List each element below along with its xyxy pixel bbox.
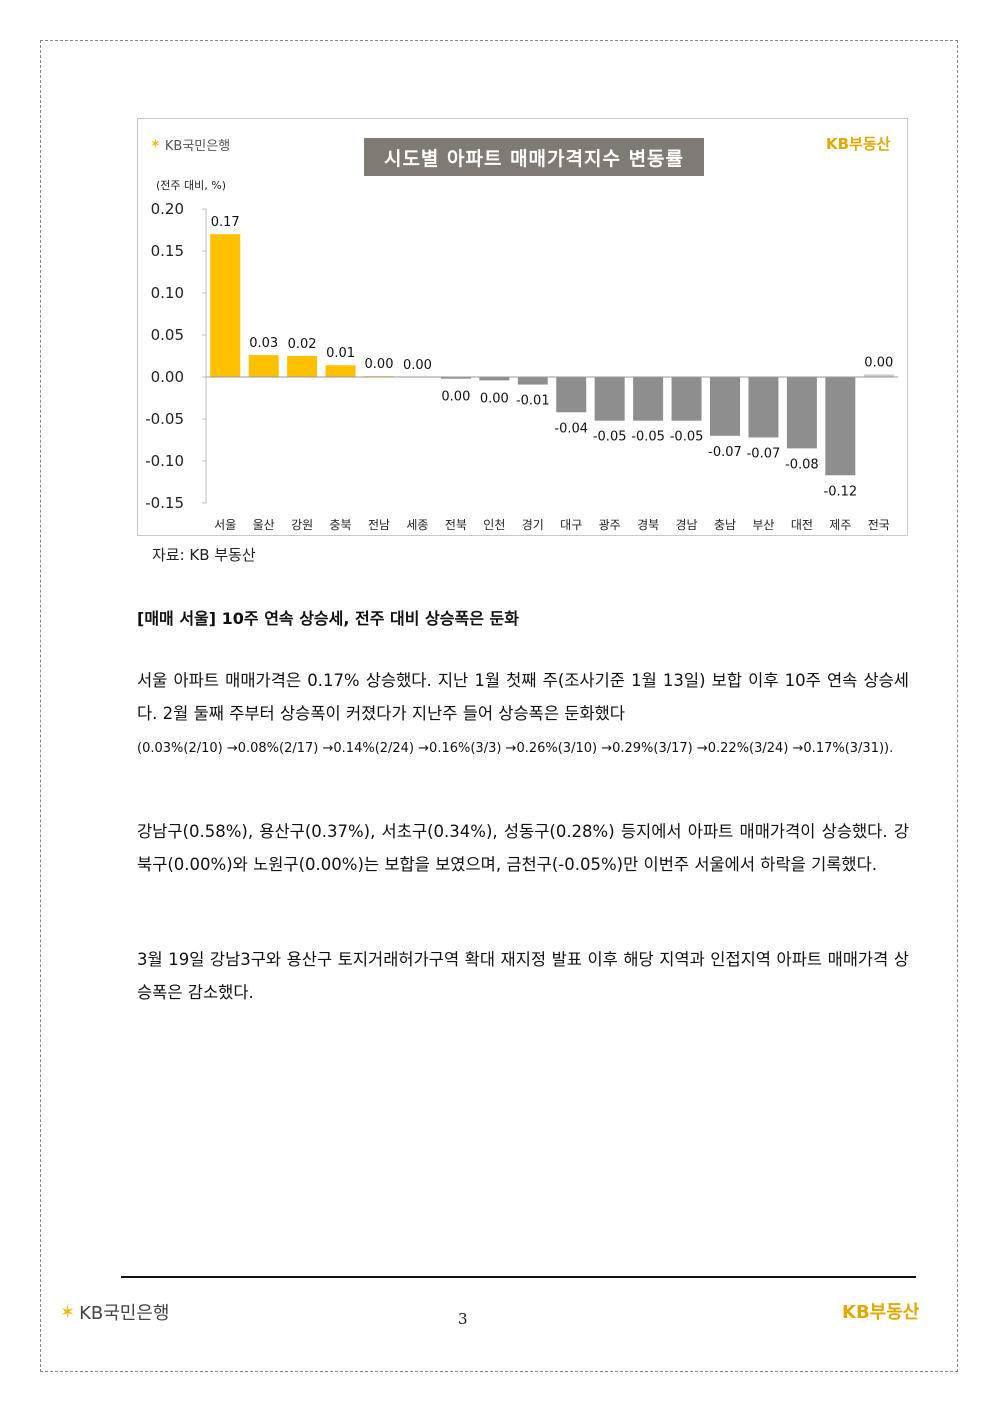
data-label: -0.01 [516, 394, 550, 409]
section-heading: [매매 서울] 10주 연속 상승세, 전주 대비 상승폭은 둔화 [137, 609, 519, 628]
bar-chart: 0.20 0.15 0.10 0.05 0.00 -0.05 -0.10 -0.15 0.17 서… [145, 200, 898, 532]
paragraph-seoul-trend-text: 서울 아파트 매매가격은 0.17% 상승했다. 지난 1월 첫째 주(조사기준… [137, 671, 909, 723]
paragraph-district-changes: 강남구(0.58%), 용산구(0.37%), 서초구(0.34%), 성동구(… [137, 822, 909, 874]
data-label: -0.12 [824, 484, 858, 499]
x-category-label: 대구 [560, 518, 582, 532]
x-category-label: 경기 [522, 518, 544, 532]
x-category-label: 경북 [637, 518, 659, 532]
x-category-label: 인천 [483, 517, 505, 532]
x-category-label: 충북 [330, 518, 352, 532]
data-label: -0.04 [554, 421, 588, 436]
y-tick-label: -0.15 [145, 494, 184, 512]
kb-star-icon: ✶ [150, 137, 161, 152]
chart-unit-label: (전주 대비, %) [156, 179, 227, 192]
x-category-label: 대전 [791, 518, 813, 532]
data-label: 0.17 [211, 215, 240, 230]
footer-bank-logo-text: KB국민은행 [79, 1303, 170, 1324]
paragraph-land-permit: 3월 19일 강남3구와 용산구 토지거래허가구역 확대 재지정 발표 이후 해… [137, 950, 909, 1002]
footer-divider [121, 1276, 916, 1278]
bar-대구 [556, 377, 587, 413]
bar-경북 [633, 377, 664, 421]
kb-star-icon: ✶ [60, 1301, 76, 1323]
x-category-label: 광주 [599, 518, 621, 532]
x-category-label: 전국 [868, 518, 890, 532]
data-label: 0.00 [403, 358, 432, 373]
data-label: -0.08 [785, 457, 819, 472]
bar-대전 [786, 377, 817, 449]
page-frame [40, 40, 958, 1372]
data-label: -0.07 [747, 446, 781, 461]
y-tick-label: 0.20 [151, 200, 184, 218]
data-label: 0.00 [864, 355, 893, 370]
x-category-label: 전남 [368, 518, 390, 532]
data-label: 0.00 [480, 391, 509, 406]
source-note: 자료: KB 부동산 [152, 546, 256, 564]
y-tick-label: 0.15 [151, 242, 184, 260]
x-category-label: 경남 [676, 518, 698, 532]
y-tick-label: 0.05 [151, 326, 184, 344]
bar-경기 [517, 377, 548, 385]
x-category-label: 울산 [253, 518, 275, 532]
y-tick-label: 0.00 [151, 368, 184, 386]
chart-bank-logo: ✶ KB국민은행 [150, 135, 230, 154]
data-label: 0.03 [249, 336, 278, 351]
x-category-label: 서울 [214, 518, 236, 532]
data-label: -0.07 [708, 445, 742, 460]
data-label: 0.00 [365, 357, 394, 372]
bar-인천 [479, 377, 510, 381]
bar-울산 [248, 355, 279, 377]
y-tick-label: -0.10 [145, 452, 184, 470]
footer-realestate-logo: KB부동산 [842, 1302, 920, 1323]
chart-container: ✶ KB국민은행 KB부동산 시도별 아파트 매매가격지수 변동률 (전주 대비… [137, 118, 908, 536]
data-label: -0.05 [631, 430, 665, 445]
chart-bank-logo-text: KB국민은행 [164, 139, 231, 154]
y-tick-label: -0.05 [145, 410, 184, 428]
data-label: 0.00 [441, 390, 470, 405]
x-category-label: 전북 [445, 518, 467, 532]
bar-전국 [863, 374, 894, 377]
data-label: -0.05 [593, 430, 627, 445]
paragraph-seoul-trend-detail: (0.03%(2/10) →0.08%(2/17) →0.14%(2/24) →… [137, 741, 894, 756]
bar-전북 [440, 377, 471, 379]
data-label: 0.02 [288, 337, 317, 352]
bar-광주 [594, 377, 625, 421]
bar-서울 [210, 234, 241, 377]
x-category-label: 강원 [291, 518, 313, 532]
x-category-label: 제주 [829, 518, 851, 532]
footer-bank-logo: ✶ KB국민은행 [60, 1299, 170, 1325]
bar-강원 [287, 356, 318, 377]
bar-충북 [325, 365, 356, 377]
chart-title: 시도별 아파트 매매가격지수 변동률 [364, 138, 704, 176]
y-tick-label: 0.10 [151, 284, 184, 302]
chart-realestate-logo: KB부동산 [826, 135, 891, 153]
bar-부산 [748, 377, 779, 438]
data-label: -0.05 [670, 430, 704, 445]
x-category-label: 부산 [752, 518, 774, 532]
data-label: 0.01 [326, 346, 355, 361]
page-number: 3 [458, 1310, 468, 1328]
bar-충남 [710, 377, 740, 436]
bar-경남 [671, 377, 702, 421]
bar-제주 [825, 377, 856, 476]
x-category-label: 충남 [714, 518, 736, 532]
x-category-label: 세종 [406, 518, 428, 532]
paragraph-seoul-trend: 서울 아파트 매매가격은 0.17% 상승했다. 지난 1월 첫째 주(조사기준… [137, 664, 909, 765]
